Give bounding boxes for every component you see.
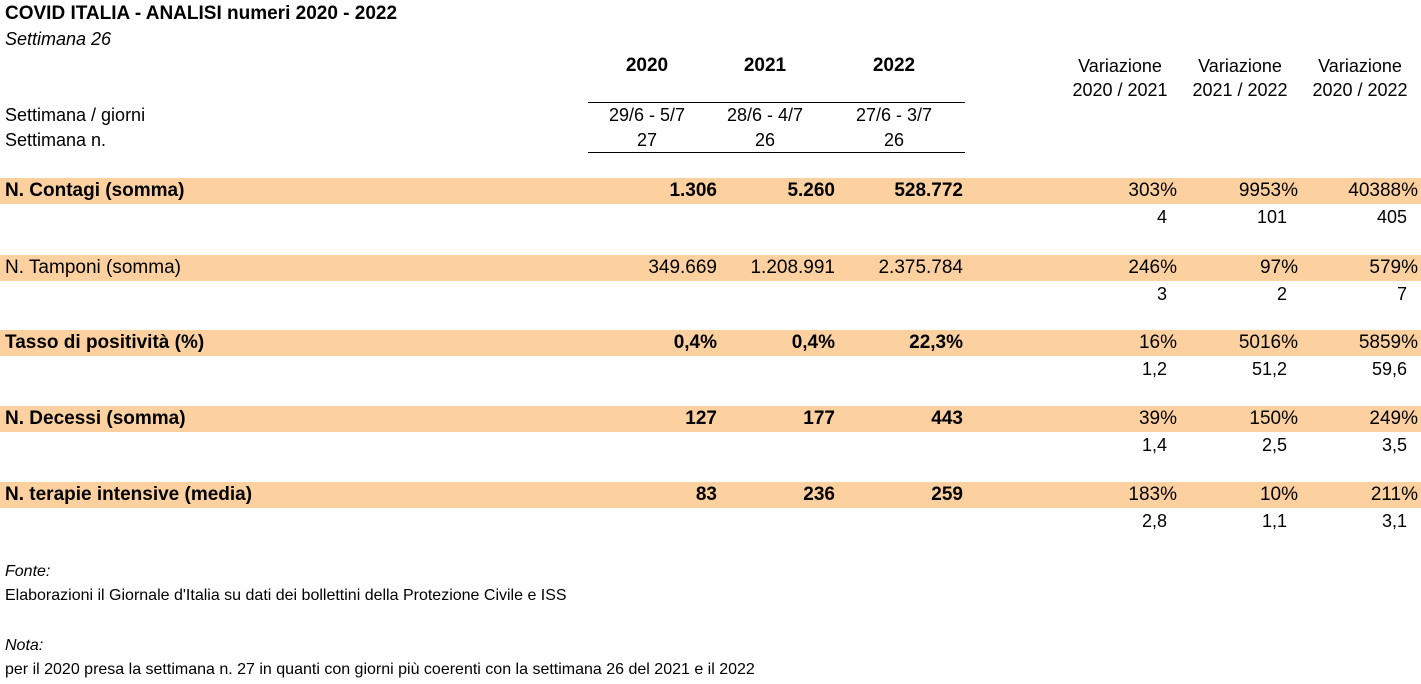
row-label: N. Tamponi (somma) <box>5 257 181 278</box>
row-variation-ratio: 3,5 <box>1381 435 1407 455</box>
row-value-2021: 1.208.991 <box>750 257 835 278</box>
row-band <box>0 178 1421 204</box>
row-label: N. Contagi (somma) <box>5 180 185 201</box>
header-rule-bottom <box>588 152 965 153</box>
row-band <box>0 482 1421 508</box>
variation-line2: 2021 / 2022 <box>1192 80 1288 100</box>
row-variation-pct: 246% <box>1128 257 1177 278</box>
variation-line1: Variazione <box>1198 56 1282 76</box>
row-label: N. Decessi (somma) <box>5 408 186 429</box>
row-band <box>0 406 1421 432</box>
row-variation-pct: 211% <box>1370 484 1418 505</box>
year-header-2021: 2021 <box>743 55 787 76</box>
week-days-2020: 29/6 - 5/7 <box>608 105 686 125</box>
variation-header-2021-2022: Variazione 2021 / 2022 <box>1178 54 1302 102</box>
row-value-2021: 177 <box>803 408 835 429</box>
row-variation-pct: 249% <box>1369 408 1418 429</box>
row-variation-ratio: 1,2 <box>1141 359 1167 379</box>
week-days-label: Settimana / giorni <box>5 105 146 125</box>
row-variation-pct: 303% <box>1128 180 1177 201</box>
row-variation-ratio: 59,6 <box>1371 359 1407 379</box>
row-variation-pct: 183% <box>1128 484 1177 505</box>
week-num-2022: 26 <box>883 130 905 150</box>
row-value-2022: 259 <box>931 484 963 505</box>
page-subtitle: Settimana 26 <box>5 29 112 49</box>
row-value-2020: 127 <box>685 408 717 429</box>
row-variation-pct: 16% <box>1138 332 1177 353</box>
row-variation-pct: 10% <box>1259 484 1298 505</box>
row-variation-ratio: 1,4 <box>1141 435 1167 455</box>
variation-header-2020-2022: Variazione 2020 / 2022 <box>1298 54 1421 102</box>
row-variation-ratio: 7 <box>1396 284 1407 304</box>
variation-line1: Variazione <box>1078 56 1162 76</box>
row-variation-ratio: 1,1 <box>1261 511 1287 531</box>
row-value-2021: 5.260 <box>787 180 835 201</box>
row-variation-ratio: 3,1 <box>1381 511 1407 531</box>
row-variation-pct: 40388% <box>1348 180 1418 201</box>
row-value-2020: 349.669 <box>648 257 717 278</box>
page-title: COVID ITALIA - ANALISI numeri 2020 - 202… <box>5 3 398 24</box>
header-rule-top <box>588 102 965 103</box>
row-value-2021: 0,4% <box>791 332 835 353</box>
variation-line2: 2020 / 2021 <box>1072 80 1168 100</box>
variation-header-2020-2021: Variazione 2020 / 2021 <box>1058 54 1182 102</box>
variation-line1: Variazione <box>1318 56 1402 76</box>
row-variation-ratio: 2 <box>1276 284 1287 304</box>
row-variation-ratio: 4 <box>1156 207 1167 227</box>
note-label: Nota: <box>5 637 44 654</box>
row-value-2022: 2.375.784 <box>878 257 963 278</box>
row-value-2022: 528.772 <box>894 180 963 201</box>
row-value-2021: 236 <box>803 484 835 505</box>
variation-line2: 2020 / 2022 <box>1312 80 1408 100</box>
week-num-2021: 26 <box>754 130 776 150</box>
row-label: Tasso di positività (%) <box>5 332 205 353</box>
row-value-2022: 443 <box>931 408 963 429</box>
source-label: Fonte: <box>5 563 51 580</box>
row-variation-ratio: 2,5 <box>1261 435 1287 455</box>
row-variation-pct: 9953% <box>1238 180 1298 201</box>
week-num-label: Settimana n. <box>5 130 107 150</box>
week-num-2020: 27 <box>636 130 658 150</box>
year-header-2020: 2020 <box>625 55 669 76</box>
row-value-2022: 22,3% <box>909 332 963 353</box>
row-variation-pct: 5859% <box>1358 332 1418 353</box>
row-variation-pct: 97% <box>1259 257 1298 278</box>
row-variation-pct: 5016% <box>1238 332 1298 353</box>
year-header-2022: 2022 <box>872 55 916 76</box>
row-value-2020: 0,4% <box>673 332 717 353</box>
source-text: Elaborazioni il Giornale d'Italia su dat… <box>5 587 567 604</box>
note-text: per il 2020 presa la settimana n. 27 in … <box>5 661 755 678</box>
row-variation-ratio: 51,2 <box>1251 359 1287 379</box>
row-band <box>0 255 1421 281</box>
row-label: N. terapie intensive (media) <box>5 484 253 505</box>
row-variation-pct: 39% <box>1138 408 1177 429</box>
row-band <box>0 330 1421 356</box>
row-variation-ratio: 405 <box>1376 207 1407 227</box>
row-variation-ratio: 101 <box>1256 207 1287 227</box>
row-variation-pct: 150% <box>1249 408 1298 429</box>
row-value-2020: 83 <box>695 484 717 505</box>
week-days-2022: 27/6 - 3/7 <box>855 105 933 125</box>
row-value-2020: 1.306 <box>669 180 717 201</box>
row-variation-ratio: 3 <box>1156 284 1167 304</box>
row-variation-ratio: 2,8 <box>1141 511 1167 531</box>
week-days-2021: 28/6 - 4/7 <box>726 105 804 125</box>
row-variation-pct: 579% <box>1369 257 1418 278</box>
